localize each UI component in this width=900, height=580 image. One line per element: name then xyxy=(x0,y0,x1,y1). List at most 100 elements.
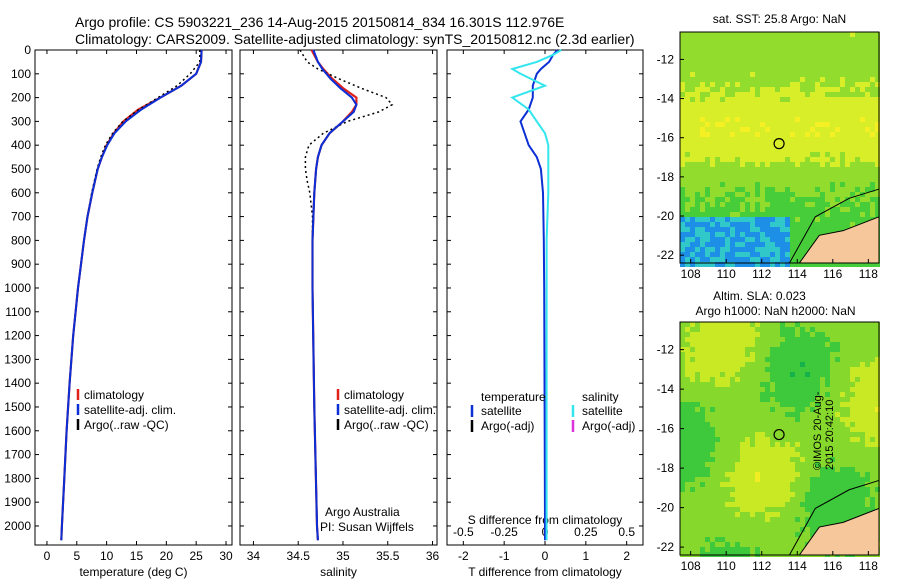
map-cell xyxy=(695,162,700,167)
map-cell xyxy=(820,392,825,397)
map-cell xyxy=(695,537,700,542)
map-cell xyxy=(870,212,875,217)
map-cell xyxy=(770,52,775,57)
map-cell xyxy=(685,362,690,367)
map-cell xyxy=(735,332,740,337)
map-cell xyxy=(790,372,795,377)
map-cell xyxy=(810,42,815,47)
map-cell xyxy=(705,37,710,42)
map-cell xyxy=(705,467,710,472)
map-cell xyxy=(815,517,820,522)
map-cell xyxy=(750,52,755,57)
map-cell xyxy=(700,52,705,57)
map-cell xyxy=(730,117,735,122)
map-cell xyxy=(875,402,880,407)
map-cell xyxy=(710,497,715,502)
map-cell xyxy=(690,57,695,62)
map-cell xyxy=(750,122,755,127)
map-cell xyxy=(845,492,850,497)
map-cell xyxy=(780,412,785,417)
map-cell xyxy=(840,402,845,407)
map-cell xyxy=(825,392,830,397)
map-cell xyxy=(725,107,730,112)
map-cell xyxy=(805,487,810,492)
map-cell xyxy=(700,352,705,357)
map-cell xyxy=(830,177,835,182)
profile-panel-2: 34 34.5 35 35.5 36salinityclimatologysatelli… xyxy=(239,49,440,579)
map-cell xyxy=(710,177,715,182)
map-cell xyxy=(795,222,800,227)
map-cell xyxy=(835,52,840,57)
map-cell xyxy=(765,42,770,47)
map-cell xyxy=(805,342,810,347)
map-cell xyxy=(820,452,825,457)
map-cell xyxy=(745,72,750,77)
map-cell xyxy=(875,372,880,377)
map-cell xyxy=(875,412,880,417)
map-cell xyxy=(840,102,845,107)
map-cell xyxy=(790,222,795,227)
map-cell xyxy=(875,392,880,397)
map-cell xyxy=(835,32,840,37)
map-cell xyxy=(680,82,685,87)
map-cell xyxy=(735,237,740,242)
series-line-satellite-top xyxy=(311,49,358,541)
map-cell xyxy=(825,87,830,92)
map-cell xyxy=(820,42,825,47)
map-cell xyxy=(685,502,690,507)
map-cell xyxy=(830,437,835,442)
map-cell xyxy=(800,102,805,107)
map-cell xyxy=(800,327,805,332)
map-cell xyxy=(770,537,775,542)
map-cell xyxy=(705,397,710,402)
map-cell xyxy=(730,477,735,482)
map-cell xyxy=(710,532,715,537)
map-cell xyxy=(795,332,800,337)
map-cell xyxy=(695,32,700,37)
map-cell xyxy=(805,232,810,237)
map-cell xyxy=(770,227,775,232)
map-cell xyxy=(805,222,810,227)
map-cell xyxy=(840,362,845,367)
map-cell xyxy=(695,257,700,262)
map-cell xyxy=(775,542,780,547)
map-cell xyxy=(730,492,735,497)
map-cell xyxy=(845,182,850,187)
map-cell xyxy=(770,232,775,237)
map-cell xyxy=(755,387,760,392)
map-cell xyxy=(800,387,805,392)
map-cell xyxy=(725,32,730,37)
map-cell xyxy=(715,332,720,337)
map-cell xyxy=(755,152,760,157)
map-cell xyxy=(705,112,710,117)
map-cell xyxy=(750,482,755,487)
map-cell xyxy=(795,322,800,327)
map-cell xyxy=(685,147,690,152)
map-cell xyxy=(755,42,760,47)
map-cell xyxy=(785,117,790,122)
map-cell xyxy=(720,327,725,332)
map-cell xyxy=(750,232,755,237)
map-cell xyxy=(825,332,830,337)
map-cell xyxy=(745,532,750,537)
map-cell xyxy=(775,87,780,92)
map-cell xyxy=(875,342,880,347)
map-cell xyxy=(825,447,830,452)
map-cell xyxy=(835,467,840,472)
map-cell xyxy=(755,132,760,137)
map-cell xyxy=(760,52,765,57)
map-cell xyxy=(695,507,700,512)
map-cell xyxy=(695,237,700,242)
map-cell xyxy=(795,432,800,437)
map-cell xyxy=(740,137,745,142)
map-cell xyxy=(710,67,715,72)
map-cell xyxy=(770,42,775,47)
map-cell xyxy=(690,522,695,527)
map-cell xyxy=(795,482,800,487)
map-cell xyxy=(845,127,850,132)
map-cell xyxy=(700,187,705,192)
map-cell xyxy=(785,102,790,107)
map-cell xyxy=(760,242,765,247)
map-cell xyxy=(750,412,755,417)
map-cell xyxy=(770,192,775,197)
